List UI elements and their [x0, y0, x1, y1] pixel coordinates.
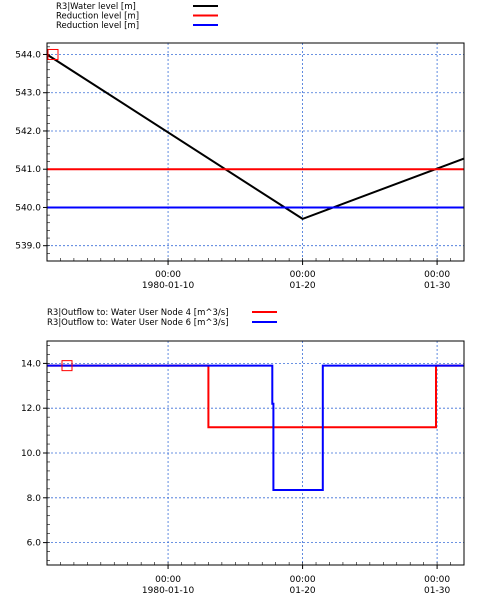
x-tick-label-time: 00:00: [424, 575, 450, 585]
x-tick-label-time: 00:00: [155, 575, 181, 585]
plot-frame: [46, 42, 465, 262]
legend-label: Reduction level [m]: [56, 21, 139, 31]
cursor-marker[interactable]: [61, 360, 73, 372]
x-tick-label-date: 1980-01-10: [142, 586, 195, 596]
x-tick-label-time: 00:00: [290, 270, 316, 280]
x-tick-label-time: 00:00: [290, 575, 316, 585]
water-level-chart: R3|Water level [m]Reduction level [m]Red…: [15, 2, 465, 291]
y-tick-label: 14.0: [21, 359, 41, 369]
y-tick-label: 539.0: [15, 242, 41, 252]
legend-label: R3|Outflow to: Water User Node 4 [m^3/s]: [47, 308, 229, 318]
y-tick-label: 10.0: [21, 449, 41, 459]
series-line: [47, 53, 464, 221]
legend-label: R3|Water level [m]: [56, 2, 136, 12]
y-tick-label: 543.0: [15, 89, 41, 99]
y-tick-label: 544.0: [15, 50, 41, 60]
y-tick-label: 542.0: [15, 127, 41, 137]
x-tick-label-date: 01-30: [424, 281, 450, 291]
outflow-chart: R3|Outflow to: Water User Node 4 [m^3/s]…: [21, 308, 465, 596]
legend-label: Reduction level [m]: [56, 12, 139, 22]
y-tick-label: 6.0: [27, 539, 42, 549]
x-tick-label-date: 1980-01-10: [142, 281, 195, 291]
series-line: [47, 364, 464, 491]
y-tick-label: 541.0: [15, 165, 41, 175]
y-tick-label: 8.0: [27, 494, 42, 504]
series-line: [47, 364, 464, 429]
x-tick-label-time: 00:00: [424, 270, 450, 280]
y-tick-label: 12.0: [21, 404, 41, 414]
cursor-marker[interactable]: [47, 48, 59, 60]
legend-label: R3|Outflow to: Water User Node 6 [m^3/s]: [47, 318, 229, 328]
y-tick-label: 540.0: [15, 203, 41, 213]
x-tick-label-date: 01-30: [424, 586, 450, 596]
x-tick-label-date: 01-20: [290, 586, 316, 596]
x-tick-label-date: 01-20: [290, 281, 316, 291]
x-tick-label-time: 00:00: [155, 270, 181, 280]
